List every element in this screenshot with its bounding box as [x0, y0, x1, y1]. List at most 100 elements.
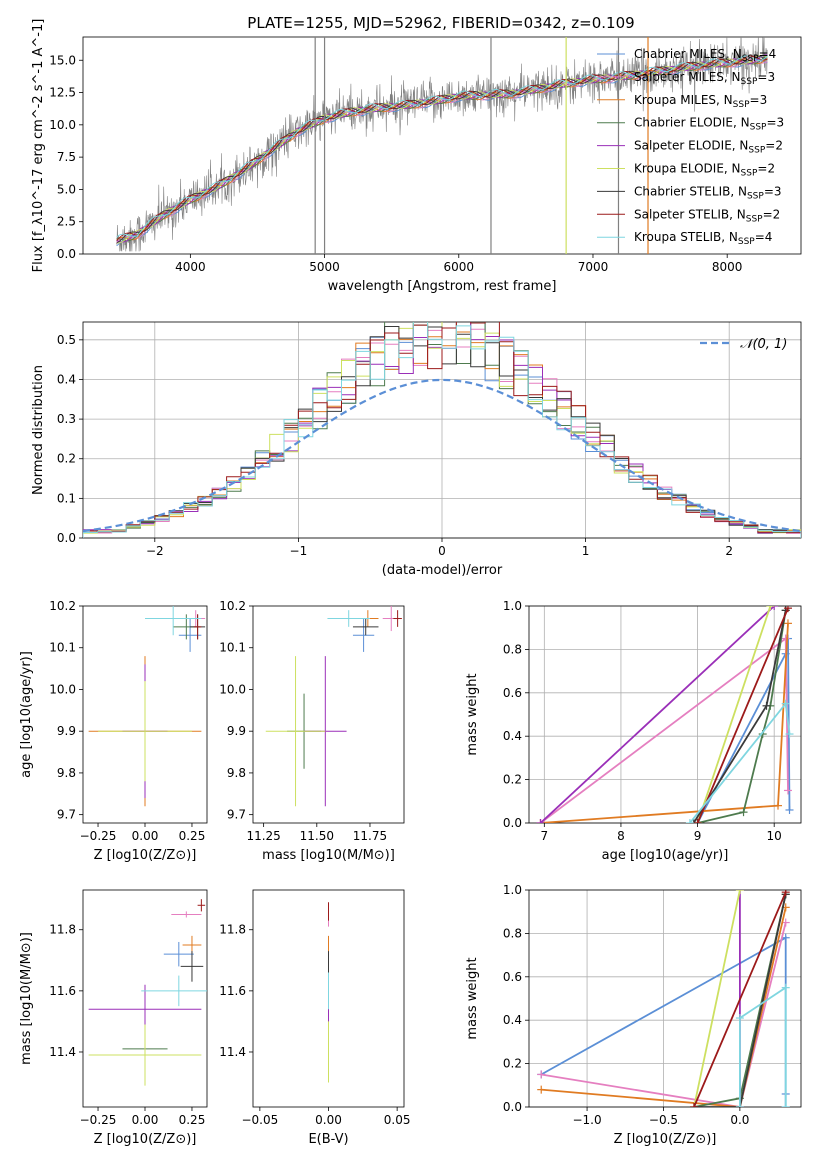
- x-tick-label: 5000: [309, 260, 340, 274]
- x-axis-label: (data-model)/error: [382, 563, 503, 578]
- plot-area-mass-weight-vs-Z: [537, 890, 790, 1107]
- series-salpeter-stelib: [116, 55, 768, 241]
- x-axis-label: wavelength [Angstrom, rest frame]: [328, 279, 557, 294]
- y-tick-label: 0.4: [503, 1013, 522, 1027]
- marker-chabrier-miles: [781, 933, 790, 942]
- x-tick-label: 6000: [444, 260, 475, 274]
- plot-area-mass-weight-vs-age: [536, 606, 794, 823]
- y-axis-label: mass weight: [465, 673, 480, 755]
- y-tick-label: 11.4: [49, 1045, 76, 1059]
- errorbar-kroupa-stelib: [145, 606, 202, 636]
- y-tick-label: 0.6: [503, 970, 522, 984]
- y-tick-label: 0.0: [503, 816, 522, 830]
- y-tick-label: 11.8: [49, 923, 76, 937]
- x-tick-label: 7: [541, 829, 549, 843]
- x-axis-label: age [log10(age/yr)]: [602, 848, 729, 863]
- marker-salpeter-miles: [781, 634, 790, 643]
- y-tick-label: 0.0: [57, 247, 76, 261]
- y-tick-label: 15.0: [49, 53, 76, 67]
- legend-label: Chabrier ELODIE, NSSP=3: [634, 116, 784, 133]
- errorbar-chabrier-miles: [163, 941, 194, 967]
- x-tick-label: −0.5: [649, 1113, 678, 1127]
- y-tick-label: 10.1: [219, 641, 246, 655]
- marker-kroupa-miles: [537, 1085, 546, 1094]
- marker-chabrier-stelib: [762, 701, 771, 710]
- y-axis-label: mass weight: [465, 957, 480, 1039]
- hist-kroupa-stelib: [83, 322, 801, 538]
- axes-mass-vs-Z: −0.25 0.00 0.25 11.4 11.6 11.8 Z [log10(Z/Z⊙)]…: [19, 889, 208, 1147]
- x-tick-label: −2: [146, 544, 164, 558]
- y-tick-label: 0.0: [503, 1100, 522, 1114]
- axes-residuals: −2 −1 0 1 2 0.0 0.1 0.2 0.3 0.4 0.5 (data-model)/er…: [31, 321, 802, 578]
- y-tick-label: 0.2: [503, 773, 522, 787]
- axes-frame: [528, 889, 802, 1108]
- x-tick-label: 0: [438, 544, 446, 558]
- axes-frame: [82, 889, 208, 1108]
- marker-salpeter-stelib: [690, 1103, 699, 1107]
- x-axis-label: Z [log10(Z/Z⊙)]: [614, 1132, 717, 1147]
- plot-area-age-vs-Z: [88, 606, 206, 807]
- marker-kroupa-miles: [774, 801, 783, 810]
- errorbar-chabrier-stelib: [180, 951, 204, 982]
- marker-chabrier-miles: [785, 805, 794, 814]
- y-tick-label: 9.7: [227, 808, 246, 822]
- y-tick-label: 9.8: [227, 766, 246, 780]
- y-tick-label: 0.8: [503, 926, 522, 940]
- y-tick-label: 0.5: [57, 333, 76, 347]
- axes-frame: [82, 36, 802, 255]
- series-salpeter-elodie: [116, 54, 768, 243]
- axes-mass-weight-vs-age: 7 8 9 10 0.0 0.2 0.4 0.6 0.8 1.0 age [log10(age/yr…: [465, 599, 802, 863]
- line-salpeter-elodie: [539, 606, 775, 823]
- errorbar-kroupa-stelib: [141, 975, 207, 1007]
- axes-frame: [82, 605, 208, 824]
- legend-label: 𝒩(0, 1): [740, 337, 787, 352]
- legend-label: Salpeter ELODIE, NSSP=2: [634, 139, 783, 156]
- y-tick-label: 2.5: [57, 215, 76, 229]
- y-axis-label: mass [log10(M/M⊙)]: [19, 932, 34, 1065]
- line-salpeter-stelib: [693, 891, 787, 1107]
- line-kroupa-stelib: [739, 985, 787, 1107]
- y-tick-label: 10.1: [49, 641, 76, 655]
- line-salpeter-miles: [541, 922, 787, 1107]
- x-tick-label: 11.75: [353, 829, 387, 843]
- y-tick-label: 11.8: [219, 923, 246, 937]
- y-axis-label: age [log10(age/yr)]: [19, 651, 34, 778]
- marker-salpeter-elodie: [536, 819, 545, 823]
- y-tick-label: 10.0: [49, 118, 76, 132]
- marker-salpeter-stelib: [781, 890, 790, 897]
- plot-area-mass-vs-Z: [88, 899, 207, 1086]
- y-tick-label: 12.5: [49, 86, 76, 100]
- x-axis-label: mass [log10(M/M⊙)]: [262, 848, 395, 863]
- legend-label: Salpeter STELIB, NSSP=2: [634, 207, 780, 224]
- marker-salpeter-miles: [783, 786, 792, 795]
- legend-label: Chabrier MILES, NSSP=4: [634, 47, 776, 64]
- axes-frame: [252, 605, 405, 824]
- axes-age-vs-mass: 11.25 11.50 11.75 9.7 9.8 9.9 10.0 10.1 10.2 mass…: [219, 599, 405, 863]
- marker-salpeter-miles: [537, 1070, 546, 1079]
- errorbar-salpeter-stelib: [197, 899, 206, 912]
- y-tick-label: 7.5: [57, 150, 76, 164]
- plot-area-residuals: [83, 322, 801, 538]
- marker-salpeter-stelib: [783, 606, 792, 613]
- x-tick-label: −0.25: [80, 829, 117, 843]
- line-kroupa-miles: [541, 907, 787, 1107]
- line-kroupa-miles: [540, 623, 789, 823]
- y-tick-label: 0.1: [57, 491, 76, 505]
- legend-label: Salpeter MILES, NSSP=3: [634, 70, 775, 87]
- series-kroupa-stelib: [116, 55, 768, 238]
- y-tick-label: 0.3: [57, 412, 76, 426]
- errorbar-kroupa-elodie: [88, 1024, 202, 1086]
- y-axis-label: Normed distribution: [31, 365, 46, 495]
- y-tick-label: 9.7: [57, 808, 76, 822]
- x-tick-label: −0.05: [241, 1113, 278, 1127]
- y-tick-label: 0.0: [57, 531, 76, 545]
- marker-salpeter-elodie: [770, 606, 779, 610]
- legend-label: Kroupa ELODIE, NSSP=2: [634, 162, 775, 179]
- marker-chabrier-elodie: [739, 808, 748, 817]
- figure-title: PLATE=1255, MJD=52962, FIBERID=0342, z=0…: [247, 14, 634, 32]
- marker-kroupa-stelib: [735, 1014, 744, 1023]
- marker-kroupa-stelib: [781, 1103, 790, 1107]
- marker-kroupa-stelib: [785, 730, 794, 739]
- plot-area-age-vs-mass: [265, 606, 402, 807]
- y-tick-label: 10.0: [219, 682, 246, 696]
